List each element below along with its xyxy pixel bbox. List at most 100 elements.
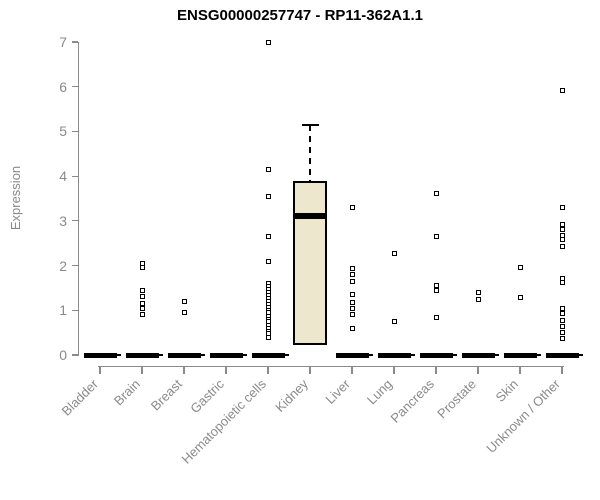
x-tick [351,366,353,374]
outlier-point [391,318,397,324]
outlier-point [517,265,523,271]
outlier-point [139,265,145,271]
y-tick-label: 5 [59,123,67,140]
y-tick [72,264,78,267]
outlier-point [433,287,439,293]
outlier-point [265,258,271,264]
x-tick [225,366,227,374]
box-median [293,212,327,219]
zero-box-tail [579,354,583,356]
y-tick-label: 3 [59,212,67,229]
outlier-point [265,334,271,340]
outlier-point [349,300,355,306]
outlier-point [559,221,565,227]
outlier-point [349,325,355,331]
outlier-point [517,295,523,301]
y-tick-label: 6 [59,78,67,95]
zero-box-bar [420,352,453,358]
outlier-point [559,244,565,250]
outlier-point [349,305,355,311]
x-tick [477,366,479,374]
x-tick [99,366,101,374]
outlier-point [139,312,145,318]
outlier-point [433,190,439,196]
outlier-point [265,193,271,199]
x-tick [309,366,311,374]
box-whisker [309,124,311,182]
zero-box-tail [243,354,247,356]
y-axis-line [78,42,80,356]
zero-box-tail [453,354,457,356]
box-body [293,181,327,346]
outlier-point [349,266,355,272]
outlier-point [559,305,565,311]
outlier-point [475,289,481,295]
outlier-point [559,227,565,233]
zero-box-bar [84,352,117,358]
whisker-cap [302,123,319,126]
zero-box-tail [537,354,541,356]
y-tick-label: 7 [59,34,67,50]
outlier-point [559,317,565,323]
zero-box-bar [252,352,285,358]
outlier-point [181,310,187,316]
zero-box-tail [411,354,415,356]
zero-box-tail [159,354,163,356]
y-tick-label: 1 [59,302,67,319]
zero-box-tail [201,354,205,356]
y-tick [72,175,78,177]
outlier-point [559,204,565,210]
y-tick-label: 2 [59,257,67,274]
zero-box-bar [210,352,243,358]
y-tick [72,130,78,133]
x-category-label: Unknown / Other [483,376,563,456]
y-tick [72,220,78,222]
outlier-point [391,250,397,256]
x-tick [183,366,185,374]
outlier-point [559,330,565,336]
outlier-point [433,315,439,321]
outlier-point [139,294,145,300]
zero-box-tail [495,354,499,356]
outlier-point [349,204,355,210]
y-tick [72,354,78,356]
y-tick-label: 0 [59,347,67,363]
zero-box-bar [336,352,369,358]
y-tick [72,86,78,88]
outlier-point [265,166,271,172]
outlier-point [181,298,187,304]
zero-box-bar [168,352,201,358]
x-tick [141,366,143,374]
y-tick [72,309,78,311]
zero-box-bar [546,352,579,358]
x-tick [435,366,437,374]
outlier-point [349,312,355,318]
outlier-point [559,323,565,329]
x-tick [519,366,521,374]
x-tick [393,366,395,374]
outlier-point [139,287,145,293]
outlier-point [559,336,565,342]
outlier-point [559,87,565,93]
zero-box-tail [117,354,121,356]
outlier-point [349,272,355,277]
x-axis-line [98,366,564,368]
outlier-point [433,234,439,239]
outlier-point [559,237,565,243]
y-tick-label: 4 [59,168,67,185]
zero-box-bar [378,352,411,358]
chart-title: ENSG00000257747 - RP11-362A1.1 [176,7,423,24]
outlier-point [559,311,565,317]
outlier-point [139,305,145,311]
outlier-point [559,280,565,286]
x-tick [267,366,269,374]
zero-box-bar [462,352,495,358]
zero-box-tail [369,354,373,356]
zero-box-bar [126,352,159,358]
zero-box-tail [285,354,289,356]
outlier-point [475,296,481,302]
outlier-point [349,278,355,284]
outlier-point [265,233,271,239]
